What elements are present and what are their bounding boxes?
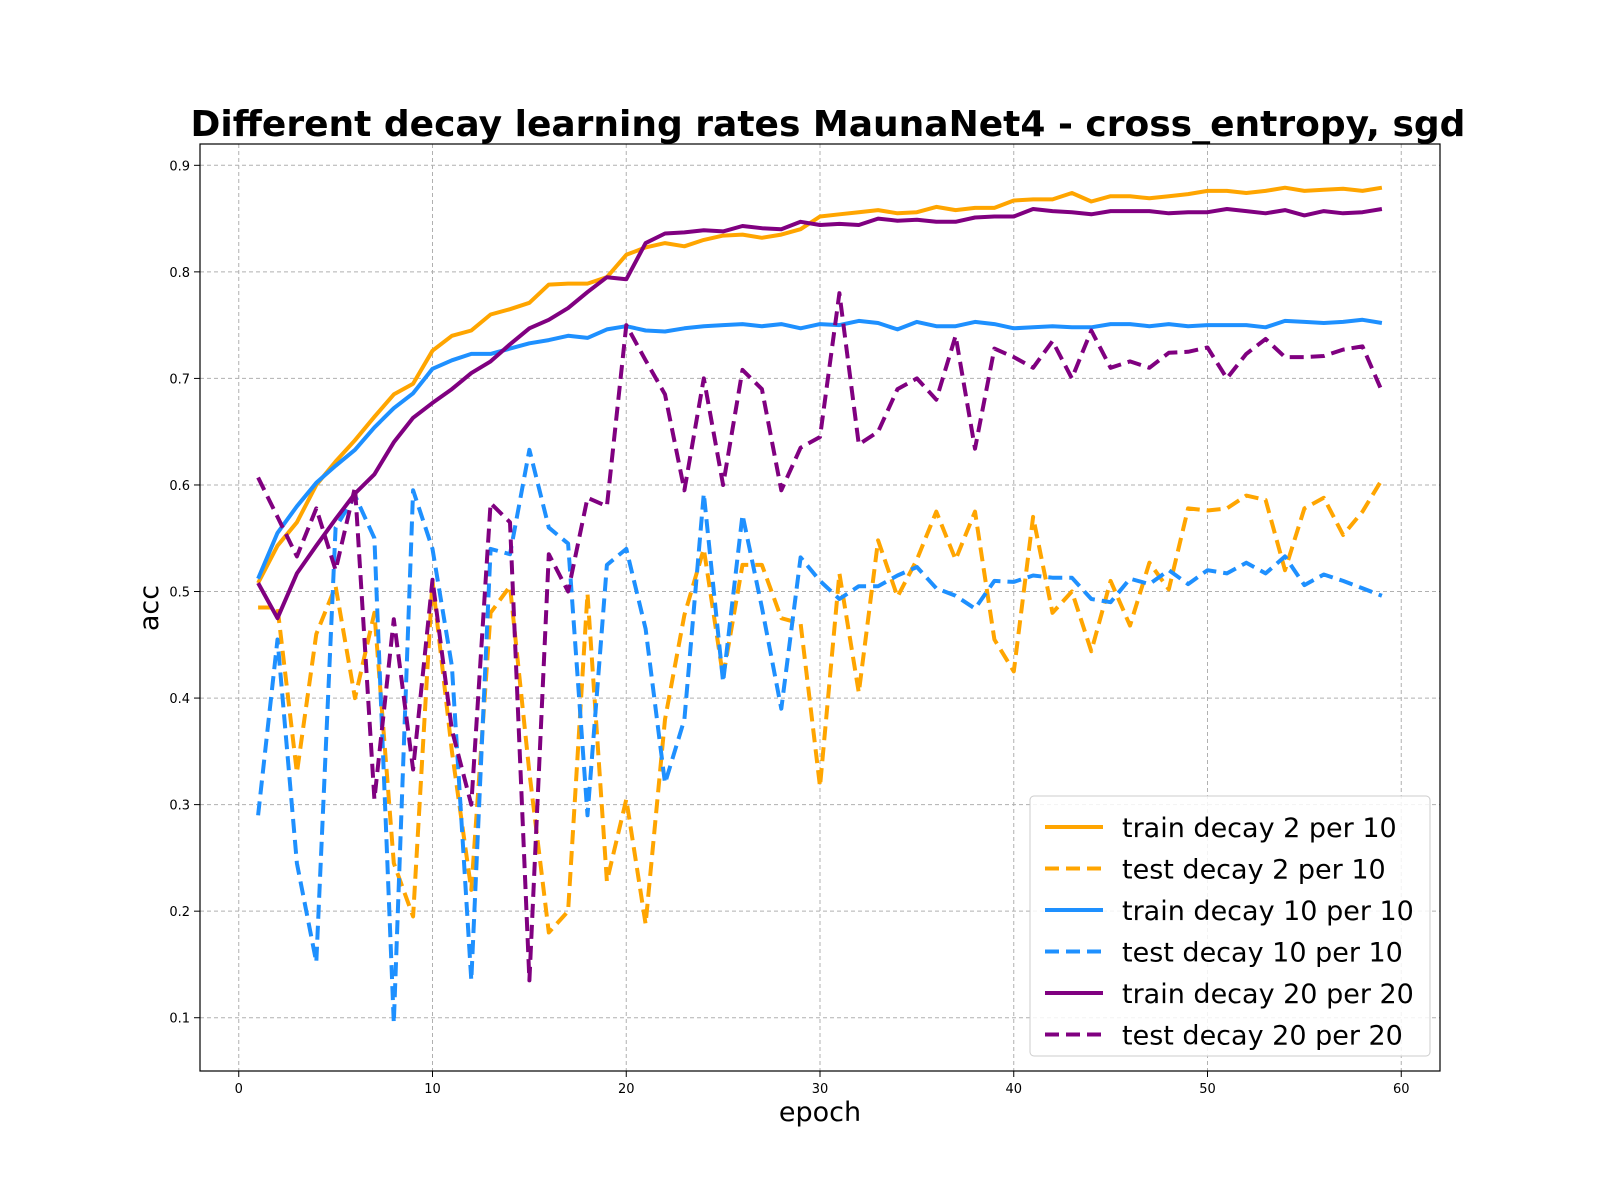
x-tick-label: 40 [1005, 1082, 1022, 1097]
legend-label: train decay 20 per 20 [1122, 979, 1414, 1010]
y-tick-label: 0.8 [169, 266, 190, 281]
grid [200, 144, 1440, 1071]
legend-label: test decay 20 per 20 [1122, 1021, 1403, 1052]
x-tick-label: 20 [618, 1082, 635, 1097]
series-line-train-decay-10-per-10 [256, 317, 1383, 580]
y-axis-ticks: 0.1 0.2 0.3 0.4 0.5 0.6 0.7 0.8 0.9 [169, 159, 200, 1027]
y-tick-label: 0.7 [169, 372, 190, 387]
series-line-train-decay-20-per-20 [256, 207, 1383, 621]
x-tick-label: 10 [424, 1082, 441, 1097]
y-axis-label: acc [134, 585, 165, 631]
x-tick-label: 30 [812, 1082, 829, 1097]
legend-label: test decay 10 per 10 [1122, 938, 1403, 969]
y-tick-label: 0.2 [169, 905, 190, 920]
x-tick-label: 50 [1199, 1082, 1216, 1097]
y-tick-label: 0.1 [169, 1012, 190, 1027]
x-axis-label: epoch [779, 1097, 861, 1128]
legend-label: train decay 10 per 10 [1122, 896, 1414, 927]
x-tick-label: 0 [235, 1082, 243, 1097]
chart-title: Different decay learning rates MaunaNet4… [191, 104, 1466, 145]
y-tick-label: 0.4 [169, 692, 190, 707]
series-lines [256, 185, 1384, 1026]
y-tick-label: 0.6 [169, 479, 190, 494]
series-line-test-decay-20-per-20 [256, 291, 1384, 983]
x-axis-ticks: 0 10 20 30 40 50 60 [235, 1071, 1410, 1097]
y-tick-label: 0.3 [169, 799, 190, 814]
series-line-test-decay-10-per-10 [256, 447, 1383, 1026]
y-tick-label: 0.5 [169, 586, 190, 601]
legend-label: test decay 2 per 10 [1122, 855, 1386, 886]
y-tick-label: 0.9 [169, 159, 190, 174]
series-line-train-decay-2-per-10 [256, 185, 1383, 584]
x-tick-label: 60 [1393, 1082, 1410, 1097]
legend-box [1029, 795, 1431, 1057]
legend: train decay 2 per 10 test decay 2 per 10 t… [1029, 795, 1431, 1057]
legend-label: train decay 2 per 10 [1122, 813, 1397, 844]
